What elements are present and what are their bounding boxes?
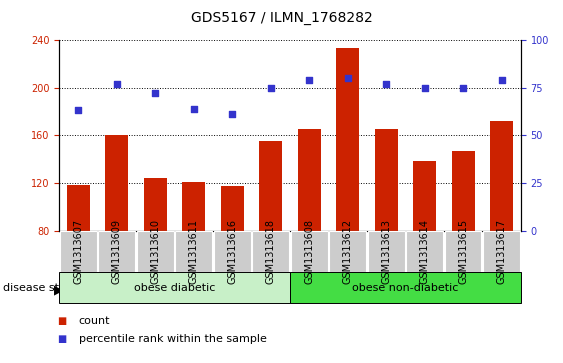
Text: ■: ■ <box>57 334 66 344</box>
Point <box>74 107 83 113</box>
Text: GSM1313608: GSM1313608 <box>304 219 314 284</box>
Point <box>458 85 467 90</box>
Text: disease state: disease state <box>3 283 77 293</box>
Bar <box>221 187 244 231</box>
Text: GSM1313610: GSM1313610 <box>150 219 160 284</box>
Point <box>266 85 275 90</box>
Text: GSM1313612: GSM1313612 <box>343 219 352 284</box>
Text: GSM1313614: GSM1313614 <box>419 219 430 284</box>
Text: GSM1313607: GSM1313607 <box>73 219 83 284</box>
Point <box>382 81 391 87</box>
Bar <box>105 135 128 231</box>
Text: count: count <box>79 316 110 326</box>
Bar <box>259 141 282 231</box>
Bar <box>298 129 321 231</box>
Bar <box>374 129 397 231</box>
Bar <box>182 182 205 231</box>
Text: ▶: ▶ <box>53 283 63 296</box>
Text: GSM1313613: GSM1313613 <box>381 219 391 284</box>
Text: GSM1313616: GSM1313616 <box>227 219 237 284</box>
Bar <box>452 151 475 231</box>
Text: GSM1313617: GSM1313617 <box>497 219 507 284</box>
Text: ■: ■ <box>57 316 66 326</box>
Point <box>189 106 198 111</box>
Point <box>151 90 160 96</box>
Text: GDS5167 / ILMN_1768282: GDS5167 / ILMN_1768282 <box>191 11 372 25</box>
Bar <box>490 121 513 231</box>
Text: GSM1313609: GSM1313609 <box>112 219 122 284</box>
Text: obese non-diabetic: obese non-diabetic <box>352 283 458 293</box>
Bar <box>336 48 359 231</box>
Text: percentile rank within the sample: percentile rank within the sample <box>79 334 267 344</box>
Point <box>305 77 314 83</box>
Bar <box>413 162 436 231</box>
Point <box>497 77 506 83</box>
Bar <box>67 185 90 231</box>
Bar <box>144 178 167 231</box>
Point <box>343 75 352 81</box>
Text: GSM1313618: GSM1313618 <box>266 219 276 284</box>
Text: obese diabetic: obese diabetic <box>134 283 215 293</box>
Point <box>227 111 236 117</box>
Point <box>420 85 429 90</box>
Text: GSM1313611: GSM1313611 <box>189 219 199 284</box>
Text: GSM1313615: GSM1313615 <box>458 219 468 284</box>
Point <box>112 81 122 87</box>
